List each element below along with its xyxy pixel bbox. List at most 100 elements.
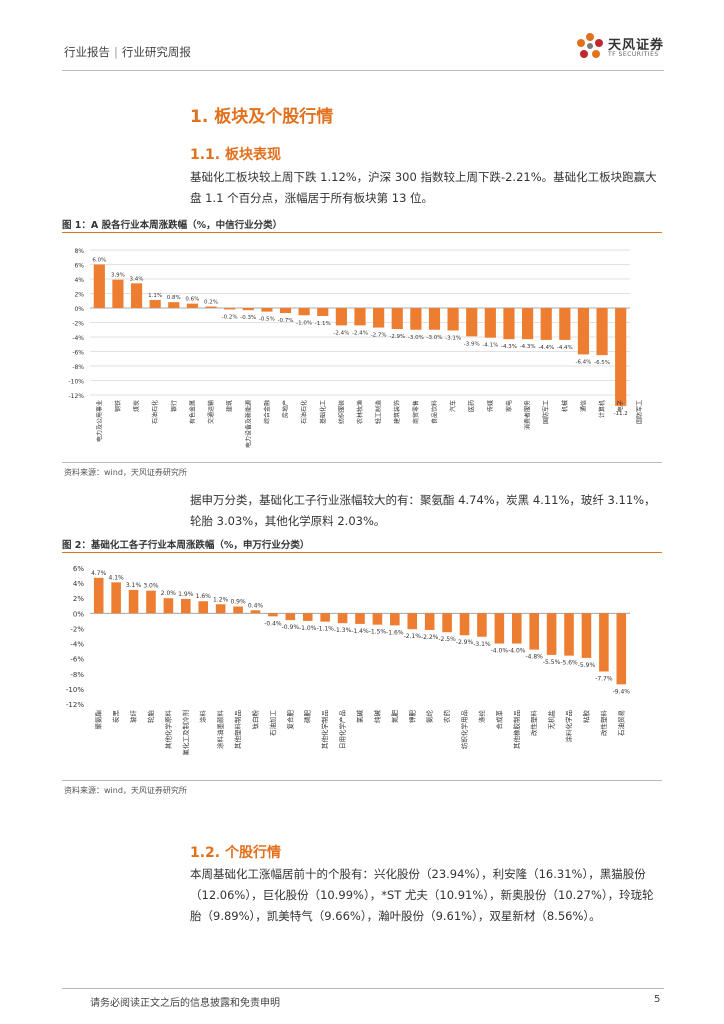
category-label: 磷肥 (303, 710, 312, 724)
category-label: 合成革 (494, 710, 503, 730)
bar-value-label: 4.1% (109, 574, 125, 581)
category-label: 钢铁 (114, 400, 122, 412)
category-label: 电子 (617, 400, 625, 412)
bar-value-label: -2.4% (333, 330, 349, 336)
bar-value-label: -3.9% (464, 341, 480, 347)
bar (198, 601, 209, 614)
bar-value-label: -4.0% (508, 648, 526, 655)
category-label: 氮肥 (390, 710, 399, 724)
bar (428, 308, 441, 330)
bar-value-label: 3.9% (111, 273, 125, 279)
bar-value-label: 6.0% (92, 258, 106, 264)
y-tick-label: 4% (74, 277, 84, 284)
bar-value-label: -5.6% (560, 660, 578, 667)
bar-value-label: 0.9% (230, 599, 246, 606)
bar (355, 613, 365, 624)
bar-value-label: -6.5% (594, 360, 610, 366)
bar-value-label: 4.7% (91, 570, 107, 577)
company-logo: 天风证券 TF SECURITIES (574, 30, 674, 62)
figure-1-source: 资料来源：wind，天风证券研究所 (64, 468, 187, 477)
figure-2-source: 资料来源：wind，天风证券研究所 (64, 786, 187, 795)
bar (215, 604, 226, 614)
report-subtype: 行业研究周报 (121, 45, 191, 59)
bar-value-label: -0.2% (222, 314, 238, 320)
bar (372, 613, 383, 625)
category-label: 聚氨酯 (94, 710, 103, 730)
bar (559, 308, 571, 340)
logo-subtitle: TF SECURITIES (608, 51, 659, 58)
bar-value-label: -1.0% (299, 625, 317, 632)
category-label: 汽车 (449, 400, 457, 412)
bar (581, 613, 592, 658)
category-label: 电力及公用事业 (95, 400, 103, 442)
bar-value-label: -1.5% (369, 629, 387, 636)
bar (146, 590, 156, 614)
bar-value-label: -1.0% (296, 320, 312, 326)
y-tick-label: 8% (74, 248, 84, 255)
category-label: 涂料化学品 (564, 710, 573, 743)
bar (163, 598, 174, 614)
category-label: 基础化工 (319, 400, 327, 424)
category-label: 传媒 (486, 400, 494, 412)
bar-value-label: -0.9% (282, 624, 300, 631)
bar-value-label: -5.9% (578, 662, 596, 669)
category-label: 建筑 (226, 400, 234, 412)
bar-value-label: 2.0% (161, 590, 177, 597)
category-label: 复合肥 (285, 710, 294, 730)
y-tick-label: 0% (74, 306, 84, 313)
bar-value-label: -6.4% (575, 359, 591, 365)
category-label: 纯碱 (372, 710, 381, 724)
bar (577, 308, 590, 355)
y-tick-label: -10% (68, 379, 84, 386)
category-label: 通信 (579, 400, 587, 412)
y-tick-label: 2% (73, 595, 84, 603)
category-label: 氯碱 (355, 710, 364, 724)
y-tick-label: -8% (70, 671, 84, 679)
section-1-2-title: 1.2. 个股行情 (190, 845, 281, 861)
bar (149, 300, 161, 308)
bar (599, 613, 609, 672)
bar-value-label: -1.6% (386, 629, 404, 636)
bar (390, 613, 400, 626)
category-label: 涂料油墨颜料 (216, 710, 225, 750)
category-label: 银行 (170, 400, 178, 412)
category-label: 煤炭 (133, 400, 141, 412)
footer-divider (62, 988, 664, 989)
section-1-1-title: 1.1. 板块表现 (190, 147, 281, 163)
bar (529, 613, 539, 650)
bar-value-label: -2.7% (371, 333, 387, 339)
bar (466, 308, 478, 337)
bar (186, 303, 198, 308)
bar (615, 308, 627, 406)
category-label: 石油石化 (300, 400, 308, 424)
bar (540, 308, 552, 340)
bar-value-label: 0.4% (248, 602, 264, 609)
category-label: 其他橡胶制品 (512, 710, 521, 749)
bar (616, 613, 627, 685)
header-breadcrumb: 行业报告 | 行业研究周报 (64, 44, 191, 60)
section-1-2-paragraph: 本周基础化工涨幅居前十的个股有：兴化股份（23.94%），利安隆（16.31%）… (190, 867, 654, 923)
figure-1-title: 图 1：A 股各行业本周涨跌幅（%，中信行业分类） (62, 220, 283, 231)
y-tick-label: 4% (73, 580, 84, 588)
category-label: 轮胎 (146, 710, 155, 724)
category-label: 氟化工及制冷剂 (181, 710, 190, 756)
category-label: 涂料 (198, 710, 207, 724)
bar (335, 308, 347, 326)
bar-value-label: -2.5% (438, 636, 456, 643)
bar-value-label: -3.1% (445, 335, 461, 341)
bar-value-label: 3.0% (143, 583, 159, 590)
bar-value-label: -2.1% (404, 633, 422, 640)
category-label: 商贸零售 (412, 400, 420, 424)
category-label: 国防军工 (635, 400, 643, 424)
section-1-title: 1. 板块及个股行情 (190, 107, 334, 127)
bar-value-label: -4.8% (525, 654, 543, 661)
category-label: 石油石化 (151, 400, 159, 424)
figure-2-source-rule (62, 780, 662, 781)
bar (250, 610, 261, 614)
bar-value-label: 0.2% (204, 300, 218, 306)
middle-paragraph: 据申万分类，基础化工子行业涨幅较大的有：聚氨酯 4.74%，炭黑 4.11%，玻… (190, 493, 656, 528)
bar (546, 613, 557, 655)
category-label: 食品饮料 (430, 400, 438, 424)
bar (354, 308, 366, 326)
bar-value-label: -4.1% (482, 343, 498, 349)
